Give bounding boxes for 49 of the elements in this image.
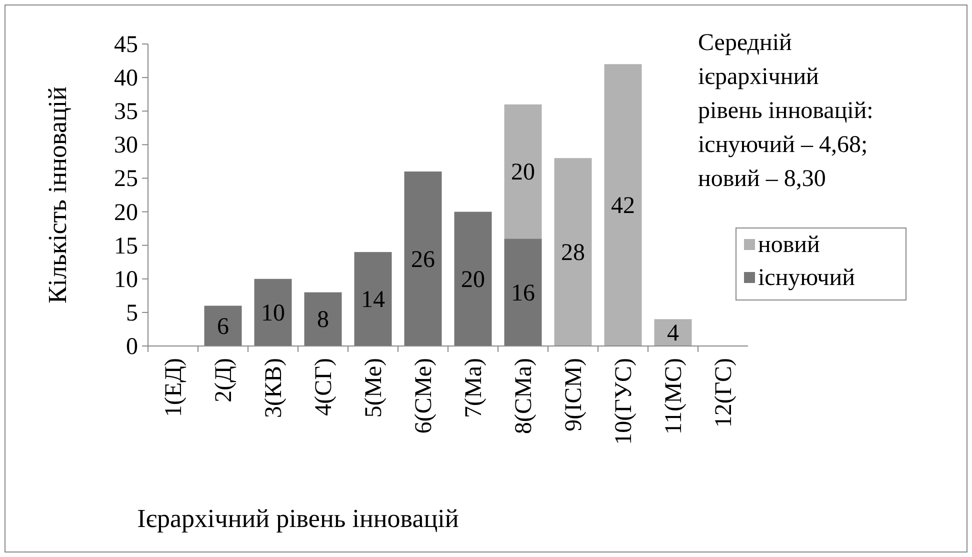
bar — [504, 104, 542, 239]
x-tick-label: 9(ІСМ) — [561, 358, 587, 432]
bar — [304, 292, 342, 346]
bar — [554, 158, 592, 346]
x-tick-label: 6(СМе) — [411, 358, 437, 434]
bar — [504, 238, 542, 346]
x-tick-label: 12(ГС) — [711, 358, 737, 428]
x-tick-label: 3(КВ) — [261, 358, 287, 418]
data-label: 20 — [461, 266, 485, 293]
y-tick-label: 10 — [114, 266, 138, 293]
bar — [404, 172, 442, 346]
y-tick-label: 0 — [126, 334, 138, 360]
bar — [654, 319, 692, 346]
x-tick-label: 5(Ме) — [361, 358, 387, 418]
y-tick-label: 25 — [114, 166, 138, 192]
legend-label: новий — [758, 232, 820, 258]
data-label: 10 — [261, 300, 285, 326]
legend-label: існуючий — [758, 265, 856, 291]
data-label: 20 — [511, 160, 535, 186]
x-tick-label: 2(Д) — [211, 358, 237, 402]
x-tick-label: 11(МС) — [661, 358, 687, 434]
data-label: 8 — [317, 307, 329, 334]
y-tick-label: 5 — [126, 300, 138, 326]
x-tick-label: 10(ГУС) — [611, 358, 637, 445]
y-axis-title: Кількість інновацій — [43, 86, 72, 304]
bar — [204, 306, 242, 346]
data-label: 6 — [217, 314, 229, 340]
y-tick-label: 30 — [114, 132, 138, 159]
x-tick-label: 1(ЕД) — [161, 358, 187, 418]
x-tick-label: 4(СГ) — [311, 358, 337, 416]
data-label: 16 — [511, 280, 535, 306]
data-label: 14 — [361, 287, 385, 314]
bar — [254, 278, 292, 346]
x-tick-label: 8(СМа) — [511, 358, 537, 434]
annotation: Середній ієрархічний рівень інновацій: існуючий – 4,68; новий – 8,30 — [698, 30, 874, 192]
bar — [354, 252, 392, 346]
data-label: 28 — [561, 240, 585, 266]
bar — [604, 64, 642, 346]
y-tick-label: 45 — [114, 32, 138, 58]
data-label: 4 — [667, 320, 679, 347]
y-tick-label: 35 — [114, 99, 138, 126]
x-tick-label: 7(Ма) — [461, 358, 487, 418]
y-tick-label: 40 — [114, 66, 138, 92]
y-tick-label: 20 — [114, 200, 138, 226]
bar — [454, 212, 492, 346]
y-tick-label: 15 — [114, 233, 138, 260]
x-axis-title: Ієрархічний рівень інновацій — [137, 504, 459, 533]
data-label: 26 — [411, 246, 435, 273]
data-label: 42 — [611, 193, 635, 220]
